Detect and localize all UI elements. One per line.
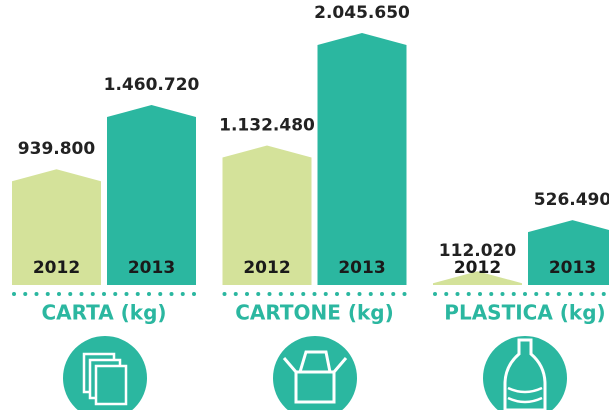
dot [79, 292, 84, 296]
year-label: 2012 [454, 258, 501, 278]
bottle-icon [483, 336, 567, 410]
dot [545, 292, 550, 296]
dot [45, 292, 50, 296]
dot [489, 292, 494, 296]
dot [323, 292, 328, 296]
dot [278, 292, 283, 296]
bar [107, 105, 196, 285]
dot [113, 292, 118, 296]
dot [433, 292, 437, 296]
dot [12, 292, 16, 296]
bar [12, 169, 101, 285]
category-label: CARTA (kg) [41, 301, 166, 325]
dot [579, 292, 584, 296]
dot [568, 292, 572, 296]
dot [444, 292, 449, 296]
dot [556, 292, 561, 296]
value-label: 112.020 [439, 241, 517, 261]
dot [180, 292, 185, 296]
value-label: 526.490 [534, 190, 609, 210]
dot [455, 292, 460, 296]
dot [23, 292, 28, 296]
value-label: 939.800 [18, 139, 96, 159]
year-label: 2013 [128, 258, 175, 278]
dot [523, 292, 527, 296]
value-label: 2.045.650 [314, 3, 410, 23]
dot [402, 292, 407, 296]
dot [466, 292, 471, 296]
year-label: 2013 [338, 258, 385, 278]
dot [90, 292, 95, 296]
year-label: 2012 [243, 258, 290, 278]
category-label: PLASTICA (kg) [444, 301, 605, 325]
dot [391, 292, 396, 296]
dot [301, 292, 306, 296]
dot [233, 292, 238, 296]
dot [192, 292, 196, 296]
dot [222, 292, 227, 296]
bar [317, 33, 407, 285]
year-label: 2013 [549, 258, 596, 278]
dot [312, 292, 317, 296]
dot [500, 292, 505, 296]
dot [590, 292, 595, 296]
dot [68, 292, 73, 296]
dot [290, 292, 294, 296]
dot [135, 292, 140, 296]
dot [368, 292, 373, 296]
dot [267, 292, 272, 296]
dot [256, 292, 261, 296]
bar [433, 271, 522, 285]
category-label: CARTONE (kg) [235, 301, 394, 325]
dot [534, 292, 539, 296]
year-label: 2012 [33, 258, 80, 278]
dot [147, 292, 151, 296]
bar [528, 220, 609, 285]
dot [34, 292, 39, 296]
dot [102, 292, 106, 296]
value-label: 1.460.720 [104, 75, 200, 95]
bar [222, 145, 312, 285]
value-label: 1.132.480 [219, 115, 315, 135]
dot [169, 292, 174, 296]
dot [511, 292, 516, 296]
dot [245, 292, 249, 296]
dot [601, 292, 606, 296]
dot [335, 292, 339, 296]
dot [158, 292, 163, 296]
dot [346, 292, 351, 296]
dot [124, 292, 129, 296]
dot [380, 292, 384, 296]
icons [63, 336, 567, 410]
dot [357, 292, 362, 296]
dot [478, 292, 482, 296]
dot [57, 292, 61, 296]
